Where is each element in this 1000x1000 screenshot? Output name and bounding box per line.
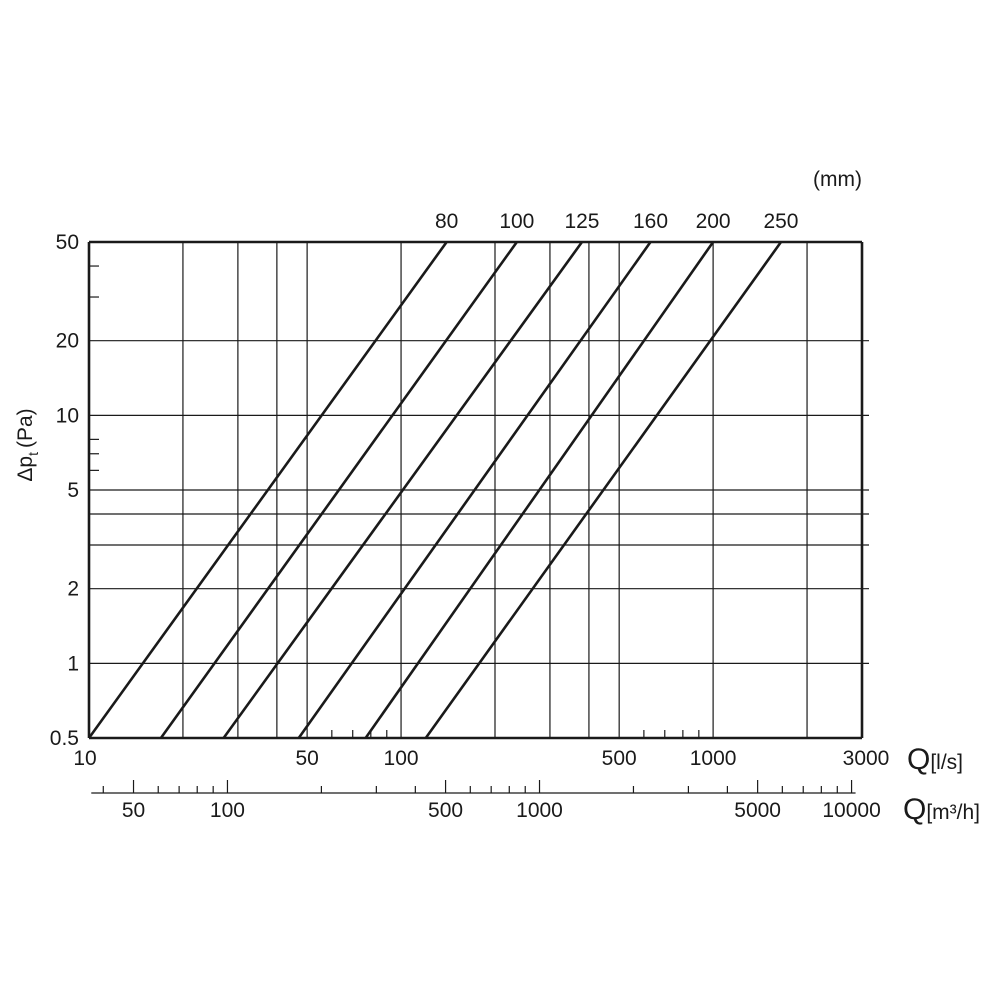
x-tick-label: 1000 (690, 747, 737, 770)
x-tick-label: 500 (602, 747, 637, 770)
y-tick-label: 2 (67, 578, 79, 601)
series-label-250: 250 (763, 210, 798, 233)
x-tick-label: 100 (384, 747, 419, 770)
unit-label: (mm) (813, 168, 862, 191)
y-tick-label: 20 (56, 330, 79, 353)
series-line-125 (222, 241, 584, 739)
x-tick-label: 10 (73, 747, 96, 770)
x2-axis-title: Q[m³/h] (903, 793, 980, 826)
series-line-160 (297, 241, 652, 739)
series-line-100 (159, 241, 518, 739)
x2-tick-label: 5000 (734, 799, 781, 822)
y-tick-label: 1 (67, 652, 79, 675)
series-label-80: 80 (435, 210, 458, 233)
x2-tick-label: 500 (428, 799, 463, 822)
grid (89, 242, 869, 738)
series-label-125: 125 (564, 210, 599, 233)
x2-tick-label: 10000 (822, 799, 880, 822)
plot-frame (87, 240, 864, 794)
x-tick-label: 50 (295, 747, 318, 770)
series-line-200 (364, 241, 715, 739)
series-label-200: 200 (696, 210, 731, 233)
y-axis-title: Δpt(Pa) (14, 408, 41, 481)
y-tick-label: 5 (67, 479, 79, 502)
y-tick-label: 50 (56, 231, 79, 254)
series-label-100: 100 (499, 210, 534, 233)
y-tick-label: 10 (56, 404, 79, 427)
y-tick-label: 0.5 (50, 727, 79, 750)
series-line-80 (87, 241, 448, 739)
x2-tick-label: 100 (210, 799, 245, 822)
x-tick-label: 3000 (843, 747, 890, 770)
x-axis-title: Q[l/s] (907, 743, 963, 776)
x2-tick-label: 50 (122, 799, 145, 822)
series-label-160: 160 (633, 210, 668, 233)
series-lines (87, 241, 783, 739)
series-line-250 (424, 241, 783, 739)
x2-tick-label: 1000 (516, 799, 563, 822)
